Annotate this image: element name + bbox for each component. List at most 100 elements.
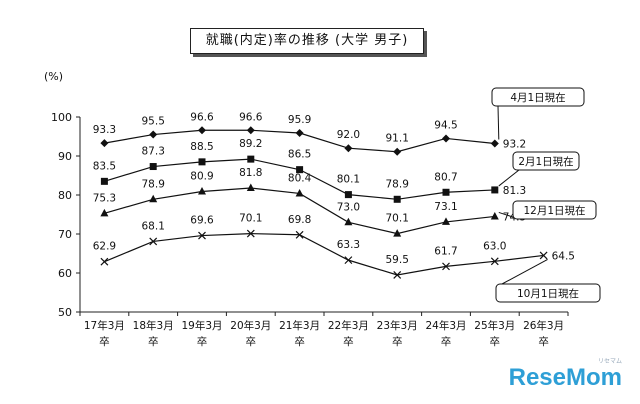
chart-title: 就職(内定)率の推移 (大学 男子): [190, 28, 424, 54]
data-label: 92.0: [337, 129, 360, 141]
data-label: 69.8: [288, 214, 311, 226]
x-tick-label-suffix: 卒: [197, 335, 208, 348]
x-tick-label-suffix: 卒: [294, 335, 305, 348]
data-point-square: [491, 186, 499, 194]
x-tick-label-suffix: 卒: [490, 335, 501, 348]
data-label: 70.1: [239, 213, 262, 225]
data-label: 83.5: [93, 160, 116, 172]
data-point-diamond: [100, 139, 109, 148]
x-tick-label: 26年3月: [523, 319, 564, 332]
x-tick-label: 17年3月: [84, 319, 125, 332]
legend-label: 10月1日現在: [517, 288, 579, 300]
x-tick-label: 20年3月: [230, 319, 271, 332]
data-point-triangle: [442, 217, 450, 225]
data-point-triangle: [295, 188, 304, 197]
cross-stroke: [442, 262, 450, 271]
data-label: 59.5: [386, 254, 409, 266]
data-label: 61.7: [434, 245, 457, 257]
x-tick-label: 22年3月: [328, 319, 369, 332]
data-point-triangle: [246, 183, 255, 191]
legend-label: 12月1日現在: [523, 205, 585, 217]
callout-leader: [497, 105, 500, 140]
data-label: 78.9: [142, 178, 165, 190]
data-label: 78.9: [386, 178, 409, 190]
data-label: 80.7: [434, 171, 457, 183]
legend-label: 2月1日現在: [518, 156, 573, 168]
data-point-square: [442, 188, 450, 196]
y-tick-label: 80: [58, 189, 72, 202]
cross-stroke: [295, 230, 304, 239]
data-label: 96.6: [239, 111, 263, 123]
series-lines: [104, 129, 544, 276]
data-point-diamond: [246, 126, 255, 135]
data-label: 70.1: [386, 213, 409, 225]
data-label: 93.2: [503, 139, 526, 151]
data-point-cross: [393, 271, 402, 279]
data-label: 73.1: [434, 201, 457, 213]
cross-stroke: [246, 229, 255, 238]
data-point-triangle: [198, 186, 206, 195]
data-point-square: [393, 195, 401, 203]
data-point-square: [100, 177, 108, 185]
data-point-cross: [490, 257, 499, 266]
data-labels: 93.3 95.5 96.6 96.6 95.9 92.0 91.1 94.5 93.2 83.5…: [93, 111, 575, 266]
data-label: 96.6: [190, 111, 214, 123]
callout-box: [491, 87, 585, 107]
x-tick-label: 19年3月: [181, 319, 222, 332]
x-tick-label: 21年3月: [279, 319, 320, 332]
data-point-triangle: [490, 211, 499, 220]
x-tick-label: 23年3月: [377, 319, 418, 332]
cross-stroke: [539, 251, 548, 260]
data-point-diamond: [344, 144, 353, 153]
data-point-square: [149, 163, 157, 171]
data-point-diamond: [442, 134, 450, 143]
data-label: 73.0: [337, 201, 360, 213]
x-tick-label: 25年3月: [474, 319, 515, 332]
data-point-diamond: [393, 147, 402, 156]
data-point-square: [344, 191, 352, 199]
data-point-square: [198, 158, 206, 166]
data-label: 91.1: [386, 133, 409, 145]
x-tick-label-suffix: 卒: [343, 335, 354, 348]
x-tick-label-suffix: 卒: [99, 335, 110, 348]
data-point-cross: [198, 231, 206, 240]
data-point-cross: [246, 229, 255, 238]
cross-stroke: [490, 257, 499, 266]
data-label: 95.9: [288, 114, 311, 126]
callout-leader: [501, 259, 548, 285]
data-point-cross: [149, 237, 158, 246]
cross-stroke: [100, 257, 109, 266]
data-point-diamond: [149, 130, 158, 139]
data-label: 63.3: [337, 239, 360, 251]
data-label: 94.5: [434, 119, 457, 131]
x-tick-label-suffix: 卒: [538, 335, 549, 348]
data-label: 64.5: [552, 250, 575, 262]
resemom-logo: リセマム ReseMom: [509, 359, 622, 392]
data-point-cross: [442, 262, 450, 271]
x-tick-label: 24年3月: [425, 319, 466, 332]
data-label: 69.6: [190, 215, 214, 227]
y-axis-unit: (%): [44, 70, 64, 83]
data-point-triangle: [393, 229, 402, 237]
data-label: 88.5: [190, 141, 213, 153]
data-label: 63.0: [483, 240, 506, 252]
data-point-square: [296, 166, 304, 174]
data-point-triangle: [344, 217, 353, 226]
data-label: 95.5: [142, 116, 165, 128]
data-label: 93.3: [93, 124, 116, 136]
x-tick-label-suffix: 卒: [392, 335, 403, 348]
cross-stroke: [149, 237, 158, 246]
legend-label: 4月1日現在: [510, 92, 565, 104]
x-tick-label-suffix: 卒: [148, 335, 159, 348]
callout-leader: [498, 169, 520, 187]
data-point-diamond: [198, 126, 206, 135]
series-callouts: 4月1日現在 2月1日現在 12月1日現在 10月1日現在: [491, 87, 601, 303]
y-tick-label: 70: [58, 228, 72, 241]
x-tick-label: 18年3月: [133, 319, 174, 332]
data-point-diamond: [490, 139, 499, 148]
data-point-square: [247, 155, 255, 163]
data-point-cross: [344, 256, 353, 265]
